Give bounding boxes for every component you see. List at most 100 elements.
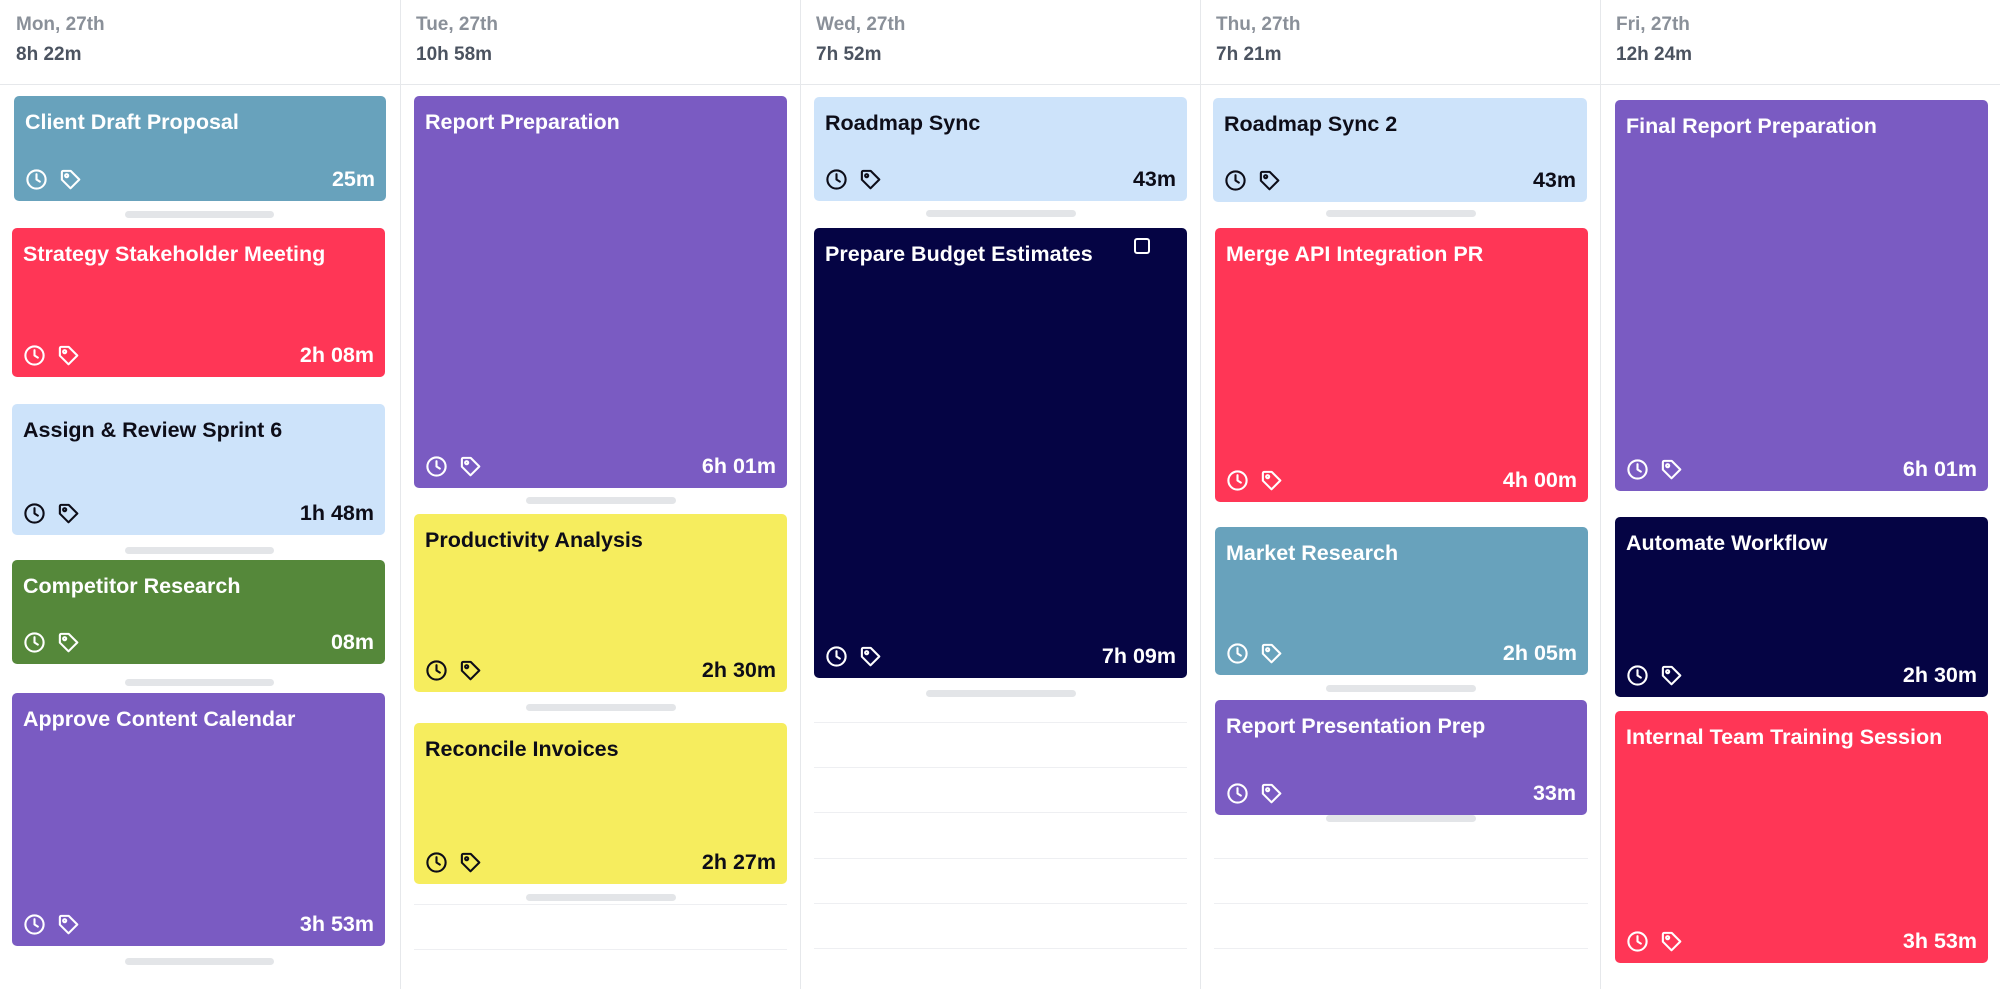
task-duration: 25m <box>331 167 375 191</box>
task-duration: 4h 00m <box>1502 468 1577 492</box>
task-card-competitor-research[interactable]: Competitor Research 08m <box>12 560 385 664</box>
task-title: Roadmap Sync 2 <box>1224 112 1398 136</box>
tag-icon[interactable] <box>59 168 82 191</box>
resize-handle[interactable] <box>125 679 274 686</box>
clock-icon[interactable] <box>1226 642 1249 665</box>
day-header: Wed, 27th 7h 52m <box>816 0 1184 84</box>
tag-icon[interactable] <box>57 344 80 367</box>
task-footer: 3h 53m <box>23 910 374 938</box>
task-footer: 43m <box>825 165 1176 193</box>
task-duration: 6h 01m <box>1902 457 1977 481</box>
task-card-internal-team-training-session[interactable]: Internal Team Training Session 3h 53m <box>1615 711 1988 963</box>
task-duration: 2h 05m <box>1502 641 1577 665</box>
resize-handle[interactable] <box>1326 685 1476 692</box>
task-title: Report Presentation Prep <box>1226 714 1486 738</box>
task-card-market-research[interactable]: Market Research 2h 05m <box>1215 527 1588 675</box>
tag-icon[interactable] <box>57 913 80 936</box>
task-footer: 2h 05m <box>1226 639 1577 667</box>
tag-icon[interactable] <box>57 502 80 525</box>
resize-handle[interactable] <box>926 210 1076 217</box>
resize-handle[interactable] <box>1326 210 1476 217</box>
day-header: Thu, 27th 7h 21m <box>1216 0 1584 84</box>
resize-handle[interactable] <box>125 547 274 554</box>
task-card-reconcile-invoices[interactable]: Reconcile Invoices 2h 27m <box>414 723 787 884</box>
tag-icon[interactable] <box>459 851 482 874</box>
tag-icon[interactable] <box>459 659 482 682</box>
tag-icon[interactable] <box>57 631 80 654</box>
task-card-report-presentation-prep[interactable]: Report Presentation Prep 33m <box>1215 700 1587 815</box>
task-footer: 43m <box>1224 166 1576 194</box>
header-divider <box>0 84 2000 85</box>
clock-icon[interactable] <box>23 502 46 525</box>
day-date-label: Wed, 27th <box>816 14 906 35</box>
tag-icon[interactable] <box>1260 469 1283 492</box>
task-card-client-draft-proposal[interactable]: Client Draft Proposal 25m <box>14 96 386 201</box>
clock-icon[interactable] <box>425 851 448 874</box>
tag-icon[interactable] <box>1660 458 1683 481</box>
task-card-roadmap-sync[interactable]: Roadmap Sync 43m <box>814 97 1187 201</box>
task-duration: 1h 48m <box>299 501 374 525</box>
tag-icon[interactable] <box>1660 664 1683 687</box>
task-card-final-report-preparation[interactable]: Final Report Preparation 6h 01m <box>1615 100 1988 491</box>
clock-icon[interactable] <box>23 913 46 936</box>
resize-handle[interactable] <box>1326 815 1476 822</box>
tag-icon[interactable] <box>1660 930 1683 953</box>
resize-handle[interactable] <box>926 690 1076 697</box>
day-total-duration: 12h 24m <box>1616 44 1693 65</box>
tag-icon[interactable] <box>1258 169 1281 192</box>
task-card-merge-api-integration-pr[interactable]: Merge API Integration PR 4h 00m <box>1215 228 1588 502</box>
task-footer: 33m <box>1226 779 1576 807</box>
task-card-prepare-budget-estimates[interactable]: Prepare Budget Estimates 7h 09m <box>814 228 1187 678</box>
tag-icon[interactable] <box>859 645 882 668</box>
resize-handle[interactable] <box>526 497 676 504</box>
task-footer: 6h 01m <box>1626 455 1977 483</box>
task-title: Competitor Research <box>23 574 241 598</box>
task-title: Final Report Preparation <box>1626 114 1877 138</box>
clock-icon[interactable] <box>1626 458 1649 481</box>
tag-icon[interactable] <box>859 168 882 191</box>
task-title: Internal Team Training Session <box>1626 725 1943 749</box>
time-slot-line <box>814 903 1187 904</box>
task-card-approve-content-calendar[interactable]: Approve Content Calendar 3h 53m <box>12 693 385 946</box>
clock-icon[interactable] <box>1226 782 1249 805</box>
task-duration: 2h 08m <box>299 343 374 367</box>
clock-icon[interactable] <box>1626 664 1649 687</box>
clock-icon[interactable] <box>25 168 48 191</box>
resize-handle[interactable] <box>125 958 274 965</box>
clock-icon[interactable] <box>825 645 848 668</box>
time-slot-line <box>814 812 1187 813</box>
column-divider <box>800 0 801 989</box>
task-duration: 6h 01m <box>701 454 776 478</box>
tag-icon[interactable] <box>1260 782 1283 805</box>
checkbox-icon[interactable] <box>1134 238 1150 254</box>
clock-icon[interactable] <box>1226 469 1249 492</box>
task-card-productivity-analysis[interactable]: Productivity Analysis 2h 30m <box>414 514 787 692</box>
task-card-assign-and-review-sprint-6[interactable]: Assign & Review Sprint 6 1h 48m <box>12 404 385 535</box>
clock-icon[interactable] <box>825 168 848 191</box>
clock-icon[interactable] <box>23 344 46 367</box>
resize-handle[interactable] <box>526 894 676 901</box>
day-header: Tue, 27th 10h 58m <box>416 0 784 84</box>
clock-icon[interactable] <box>425 455 448 478</box>
task-title: Automate Workflow <box>1626 531 1828 555</box>
task-duration: 2h 30m <box>1902 663 1977 687</box>
task-title: Prepare Budget Estimates <box>825 242 1093 266</box>
task-card-report-preparation[interactable]: Report Preparation 6h 01m <box>414 96 787 488</box>
task-card-automate-workflow[interactable]: Automate Workflow 2h 30m <box>1615 517 1988 697</box>
task-title: Report Preparation <box>425 110 620 134</box>
task-card-strategy-stakeholder-meeting[interactable]: Strategy Stakeholder Meeting 2h 08m <box>12 228 385 377</box>
task-card-roadmap-sync-2[interactable]: Roadmap Sync 2 43m <box>1213 98 1587 202</box>
tag-icon[interactable] <box>1260 642 1283 665</box>
time-slot-line <box>814 858 1187 859</box>
task-footer: 2h 08m <box>23 341 374 369</box>
resize-handle[interactable] <box>526 704 676 711</box>
clock-icon[interactable] <box>1224 169 1247 192</box>
day-header: Fri, 27th 12h 24m <box>1616 0 1984 84</box>
clock-icon[interactable] <box>23 631 46 654</box>
clock-icon[interactable] <box>425 659 448 682</box>
task-title: Roadmap Sync <box>825 111 981 135</box>
clock-icon[interactable] <box>1626 930 1649 953</box>
resize-handle[interactable] <box>125 211 274 218</box>
tag-icon[interactable] <box>459 455 482 478</box>
